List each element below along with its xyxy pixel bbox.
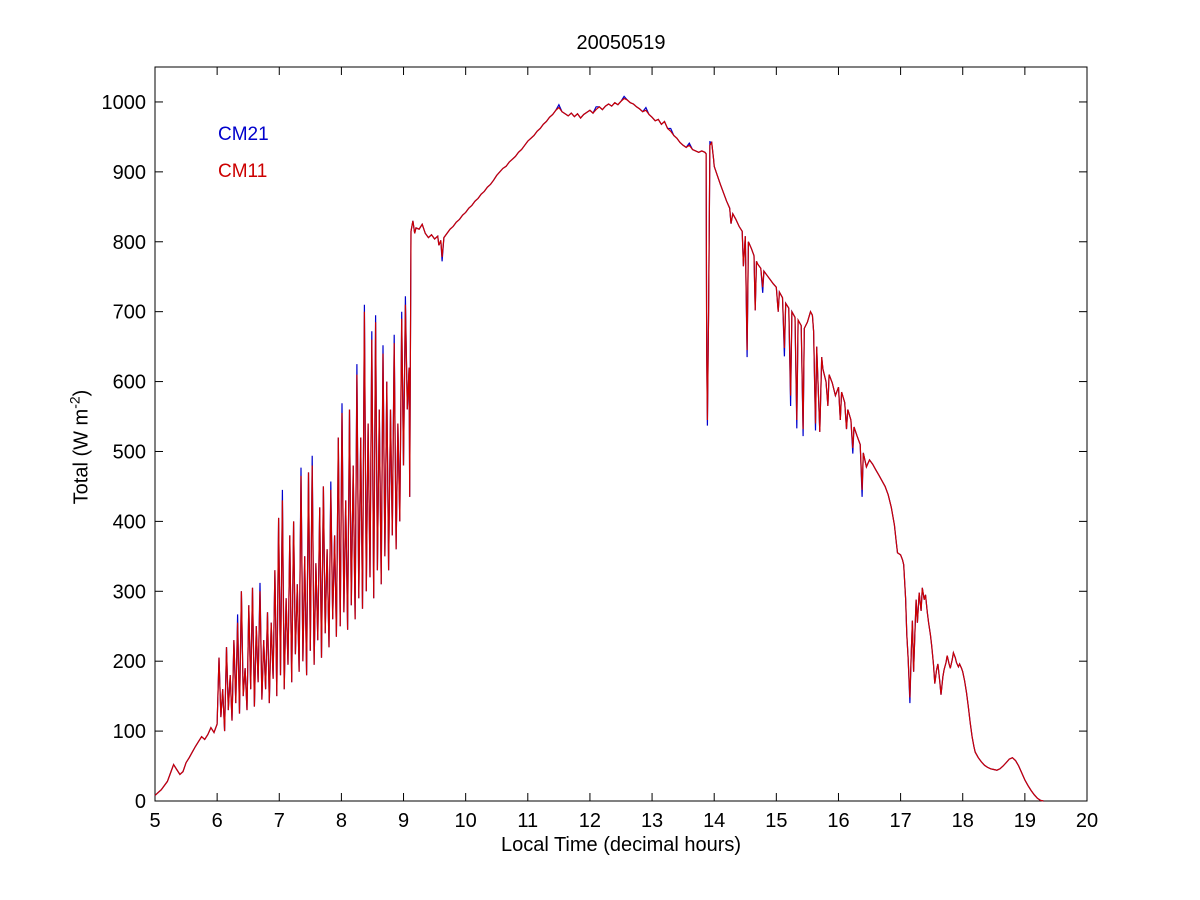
- x-tick-label: 7: [274, 810, 285, 832]
- x-tick-label: 9: [398, 810, 409, 832]
- x-tick-label: 14: [703, 810, 725, 832]
- y-tick-label: 600: [113, 372, 146, 394]
- x-tick-label: 15: [765, 810, 787, 832]
- x-tick-label: 20: [1076, 810, 1098, 832]
- x-tick-label: 16: [827, 810, 849, 832]
- legend-item-cm21: CM21: [218, 124, 269, 145]
- y-tick-label: 900: [113, 162, 146, 184]
- x-axis-label: Local Time (decimal hours): [500, 834, 742, 856]
- y-tick-label: 300: [113, 581, 146, 603]
- legend: CM21 CM11: [218, 125, 269, 199]
- y-tick-label: 400: [113, 511, 146, 533]
- x-tick-label: 19: [1014, 810, 1036, 832]
- y-axis-label: Total (W m-2): [67, 390, 94, 505]
- x-tick-label: 18: [952, 810, 974, 832]
- x-tick-label: 5: [149, 810, 160, 832]
- axes-box: [154, 66, 1088, 802]
- x-tick-label: 8: [336, 810, 347, 832]
- y-tick-label: 500: [113, 441, 146, 463]
- y-tick-label: 1000: [102, 92, 147, 114]
- y-tick-label: 700: [113, 302, 146, 324]
- y-tick-label: 0: [135, 791, 146, 813]
- x-tick-label: 13: [641, 810, 663, 832]
- plot-title: 20050519: [576, 32, 666, 54]
- x-tick-label: 10: [455, 810, 477, 832]
- y-tick-label: 200: [113, 651, 146, 673]
- x-tick-label: 12: [579, 810, 601, 832]
- x-tick-label: 6: [212, 810, 223, 832]
- x-tick-label: 11: [517, 810, 538, 832]
- y-axis-label-text: Total (W m: [70, 408, 93, 505]
- y-tick-label: 100: [113, 721, 146, 743]
- y-axis-label-superscript: -2: [66, 396, 83, 409]
- cm11-line: [154, 97, 1044, 802]
- legend-item-cm11: CM11: [218, 161, 268, 182]
- x-tick-label: 17: [889, 810, 911, 832]
- y-tick-label: 800: [113, 232, 146, 254]
- y-axis-label-close-paren: ): [70, 389, 93, 397]
